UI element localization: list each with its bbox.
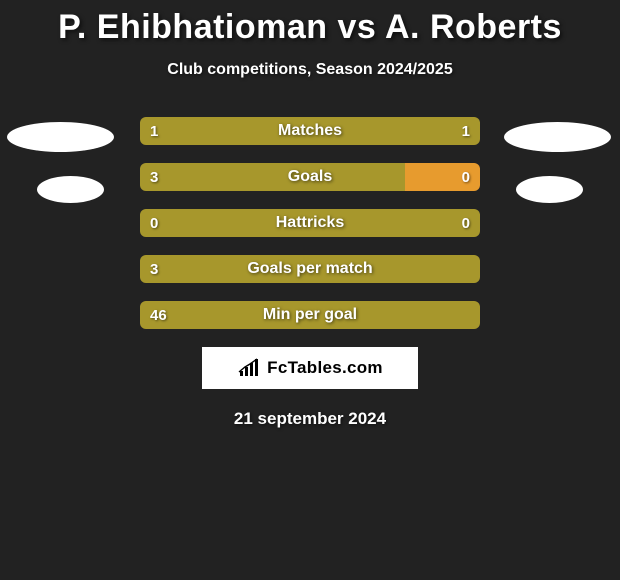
bar-seg-left [140,255,480,283]
bar-value-left: 0 [140,209,168,237]
page-title: P. Ehibhatioman vs A. Roberts [0,0,620,47]
bar-row: 11Matches [140,117,480,145]
comparison-bars: 11Matches30Goals00Hattricks3Goals per ma… [140,117,480,329]
bar-seg-left [140,163,405,191]
decorative-ellipse [504,122,611,152]
bar-value-left: 3 [140,163,168,191]
bar-row: 30Goals [140,163,480,191]
bar-value-left: 3 [140,255,168,283]
bar-value-left: 46 [140,301,177,329]
bar-value-right: 0 [452,163,480,191]
bar-row: 00Hattricks [140,209,480,237]
source-badge: FcTables.com [202,347,418,389]
decorative-ellipse [37,176,104,203]
source-badge-text: FcTables.com [267,358,383,378]
bar-value-right: 0 [452,209,480,237]
bar-seg-left [140,301,480,329]
bar-row: 46Min per goal [140,301,480,329]
barchart-icon [237,357,263,379]
bar-value-left: 1 [140,117,168,145]
decorative-ellipse [516,176,583,203]
bar-row: 3Goals per match [140,255,480,283]
subtitle: Club competitions, Season 2024/2025 [0,61,620,79]
decorative-ellipse [7,122,114,152]
bar-value-right: 1 [452,117,480,145]
date-text: 21 september 2024 [0,409,620,429]
